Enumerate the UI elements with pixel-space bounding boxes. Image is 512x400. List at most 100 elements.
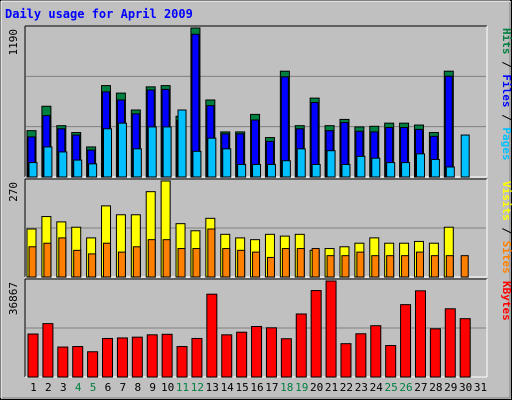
legend-visits: Visits / Sites [500,181,512,274]
bar-kbytes-day-19 [295,313,307,378]
x-tick-label-day-21: 21 [325,381,338,394]
bar-pages-day-15 [237,163,247,178]
x-tick-label-day-16: 16 [250,381,263,394]
legend-separator: / [500,221,512,241]
legend-separator: / [500,55,512,75]
x-tick-label-day-20: 20 [310,381,323,394]
bar-pages-day-7 [117,122,127,178]
legend-item-files: Files [500,74,512,107]
bar-pages-day-28 [430,158,440,178]
y-max-label: 36867 [7,282,20,315]
x-tick-label-day-6: 6 [105,381,112,394]
bar-kbytes-day-7 [116,337,128,378]
bar-pages-day-6 [103,128,113,178]
bar-sites-day-10 [162,239,171,278]
x-tick-label-day-29: 29 [444,381,457,394]
x-tick-label-day-12: 12 [191,381,204,394]
bar-pages-day-4 [73,159,83,178]
x-tick-label-day-14: 14 [221,381,235,394]
bar-pages-day-13 [207,137,217,178]
bar-pages-day-21 [326,150,336,178]
x-tick-label-day-28: 28 [429,381,442,394]
bar-kbytes-day-16 [251,325,263,378]
x-tick-label-day-24: 24 [370,381,384,394]
bar-sites-day-2 [43,242,52,278]
bar-pages-day-29 [445,166,455,178]
x-tick-label-day-3: 3 [60,381,67,394]
x-tick-label-day-1: 1 [30,381,37,394]
bar-sites-day-1 [28,246,37,278]
x-tick-label-day-30: 30 [459,381,472,394]
chart-panels: 1190 Hits / Files / Pages 270 Visits / Site… [7,25,512,378]
bar-sites-day-15 [237,249,246,278]
bar-kbytes-day-9 [146,334,158,378]
x-tick-label-day-25: 25 [385,381,398,394]
bar-pages-day-18 [281,160,291,178]
bar-pages-day-25 [386,162,396,178]
bar-pages-day-16 [252,163,262,178]
x-tick-label-day-11: 11 [176,381,189,394]
legend-item-pages: Pages [500,127,512,160]
bar-sites-day-25 [386,255,395,278]
bar-pages-day-14 [222,148,232,178]
x-tick-label-day-10: 10 [161,381,174,394]
x-tick-label-day-15: 15 [235,381,248,394]
bar-sites-day-14 [222,248,231,278]
bar-pages-day-5 [88,163,98,178]
bar-pages-day-1 [28,162,38,178]
x-tick-label-day-26: 26 [399,381,412,394]
bar-kbytes-day-5 [87,351,99,378]
bar-pages-day-30 [460,134,470,178]
bar-pages-day-27 [415,153,425,178]
bar-sites-day-23 [356,251,365,278]
bar-kbytes-day-6 [102,337,114,378]
bar-kbytes-day-12 [191,337,203,378]
legend-item-kbytes: KBytes [500,281,512,321]
bar-files-day-29 [444,75,453,178]
bar-kbytes-day-30 [459,318,471,378]
bar-sites-day-18 [281,248,290,278]
bar-sites-day-11 [177,248,186,278]
legend-kbytes: KBytes [500,281,512,321]
bar-pages-day-20 [311,163,321,178]
bar-pages-day-10 [162,126,172,178]
bar-sites-day-28 [430,255,439,278]
bar-sites-day-24 [371,255,380,278]
bar-sites-day-5 [88,253,97,278]
bar-sites-day-22 [341,255,350,278]
bar-sites-day-20 [311,248,320,278]
bar-kbytes-day-25 [385,344,397,378]
panel-kbytes: 36867 KBytes [7,278,512,378]
bar-kbytes-day-20 [310,290,322,378]
y-max-label: 1190 [7,29,20,56]
bar-pages-day-3 [58,151,68,178]
panel-hits: 1190 Hits / Files / Pages [7,25,512,178]
x-tick-label-day-31: 31 [474,381,487,394]
bar-pages-day-17 [266,163,276,178]
bar-sites-day-12 [192,248,201,278]
bar-kbytes-day-8 [131,336,143,378]
bar-pages-day-26 [401,162,411,178]
bar-kbytes-day-23 [355,333,367,378]
bar-kbytes-day-4 [72,346,84,378]
x-tick-label-day-2: 2 [45,381,52,394]
x-tick-label-day-18: 18 [280,381,293,394]
bar-pages-day-12 [192,150,202,178]
x-tick-label-day-5: 5 [90,381,97,394]
legend-hits: Hits / Files / Pages [500,28,512,161]
x-axis: 1 2 3 4 5 6 7 8 9 10 11 12 13 14 15 16 17 18 19 20 21 22 23 24 2… [30,381,487,394]
bar-sites-day-29 [445,255,454,278]
bar-pages-day-8 [132,148,142,178]
legend-item-sites: Sites [500,241,512,274]
bar-pages-day-23 [356,155,366,178]
x-tick-label-day-19: 19 [295,381,308,394]
bar-sites-day-6 [103,242,112,278]
bar-pages-day-9 [147,126,157,178]
bar-kbytes-day-29 [444,308,456,378]
y-max-label: 270 [7,182,20,202]
bar-sites-day-19 [296,248,305,278]
bar-pages-day-2 [43,146,53,178]
x-tick-label-day-7: 7 [120,381,127,394]
bar-kbytes-day-2 [42,323,54,378]
